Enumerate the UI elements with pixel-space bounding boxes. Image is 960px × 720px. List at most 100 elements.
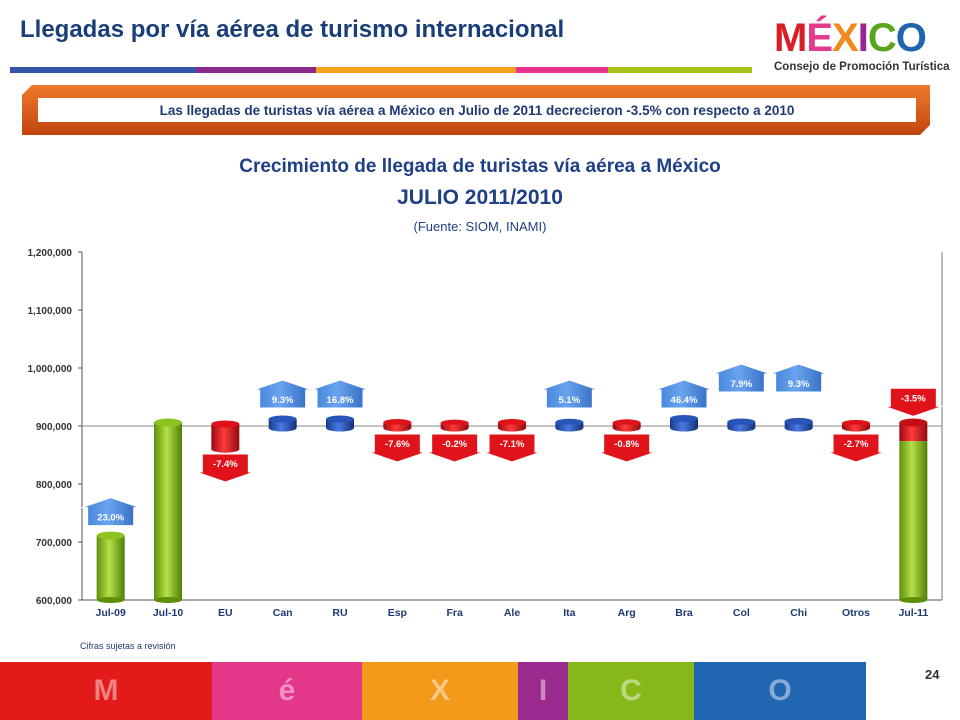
y-tick-label: 700,000 [36,538,73,549]
x-tick-label: Ale [504,607,521,619]
bar-top-cap [784,417,813,425]
bar-top-cap [440,419,469,427]
growth-chart: 600,000 700,000 800,000 900,000 1,000,000 1,1… [28,248,943,619]
bar-bottom-cap [383,424,412,432]
arrow-shape [826,433,886,463]
decorative-glyph-icon: C [620,674,642,707]
bar [899,441,928,600]
bar-top-cap [498,419,526,427]
growth-label: -2.7% [844,439,869,450]
x-tick-label: Esp [388,607,407,619]
x-tick-label: Bra [675,607,693,619]
growth-label: -7.1% [500,439,525,450]
bar [154,422,182,600]
logo-letter: É [806,16,833,60]
bar [268,419,297,428]
arrow-shape [482,433,542,463]
x-tick-label: EU [218,607,233,619]
bar-decline-segment [899,422,928,442]
title-underline-stripes [10,67,752,73]
growth-arrow-down: -2.7% [826,433,886,463]
growth-arrow-down: -0.2% [425,433,484,463]
x-tick-label: Can [273,607,293,619]
x-tick-label: Otros [842,607,870,619]
arrow-shape [425,433,484,463]
growth-label: -3.5% [901,393,926,404]
logo-letter: M [774,16,807,60]
bottom-color-bar: M é X I C O [0,662,960,720]
bottom-segment-red: M [0,662,212,720]
x-tick-label: Jul-09 [95,607,126,619]
bar-bottom-cap [670,424,698,432]
decorative-glyph-icon: X [429,674,450,707]
bar [670,418,698,428]
mexico-logo: MÉXICO Consejo de Promoción Turística [774,18,950,78]
growth-label: -0.8% [614,439,639,450]
growth-label: 7.9% [731,379,753,390]
bar-top-cap [612,419,641,427]
bar-bottom-cap [784,424,813,432]
bar-top-cap [383,419,412,427]
arrow-shape [654,379,714,409]
bar-bottom-cap [326,424,354,432]
bottom-segment-orange: X [362,662,518,720]
bottom-segment-purple: I [518,662,568,720]
growth-label: -0.2% [442,439,467,450]
growth-arrow-down: -3.5% [884,387,943,417]
growth-label: 5.1% [559,395,581,406]
page-title: Llegadas por vía aérea de turismo intern… [20,16,565,43]
arrow-shape [196,453,255,483]
x-tick-label: Ita [563,607,575,619]
bottom-segment-pink: é [212,662,362,720]
growth-arrow-up: 46.4% [654,379,714,409]
bar-top-cap [899,418,928,427]
growth-label: -7.4% [213,459,238,470]
growth-arrow-down: -7.1% [482,433,542,463]
bottom-segment-blank [866,662,960,720]
logo-letter: I [857,16,869,60]
bar-top-cap [211,420,240,428]
x-tick-label: Fra [446,607,463,619]
stripe-pink [516,67,608,73]
stripe-green [608,67,752,73]
x-tick-label: Arg [618,607,636,619]
arrow-shape [597,433,656,463]
growth-label: -7.6% [385,439,410,450]
bar-bottom-cap [268,424,297,432]
bar-bottom-cap [211,445,240,453]
logo-letter: C [867,16,897,60]
logo-letter: O [895,16,927,60]
arrow-shape [81,497,140,527]
growth-label: 16.8% [327,395,354,406]
growth-label: 9.3% [272,395,294,406]
x-tick-label: RU [332,607,347,619]
bar [96,535,125,600]
growth-arrow-up: 23.0% [81,497,140,527]
bar-top-cap [154,418,182,427]
growth-arrow-up: 9.3% [769,363,828,393]
banner-text: Las llegadas de turistas vía aérea a Méx… [38,98,916,122]
growth-arrow-down: -7.4% [196,453,255,483]
bar-top-cap [555,418,584,426]
y-tick-label: 1,200,000 [28,248,73,259]
growth-label: 23.0% [97,513,124,524]
page-number: 24 [925,667,940,682]
growth-arrow-up: 16.8% [310,379,370,409]
footnote: Cifras sujetas a revisión [80,641,176,651]
stripe-purple [196,67,316,73]
arrow-shape [884,387,943,417]
decorative-glyph-icon: é [278,674,296,707]
bar-top-cap [268,415,297,423]
decorative-glyph-icon: I [538,674,548,707]
bottom-segment-blue: O [694,662,866,720]
arrow-shape [712,363,771,393]
bar-bottom-cap [612,424,641,432]
y-tick-label: 600,000 [36,596,73,607]
arrow-shape [368,433,427,463]
chart-title: Crecimiento de llegada de turistas vía a… [239,156,721,177]
logo-letter: X [832,16,859,60]
growth-label: 9.3% [788,379,810,390]
arrow-shape [253,379,312,409]
growth-arrow-down: -7.6% [368,433,427,463]
bar-top-cap [326,415,354,423]
